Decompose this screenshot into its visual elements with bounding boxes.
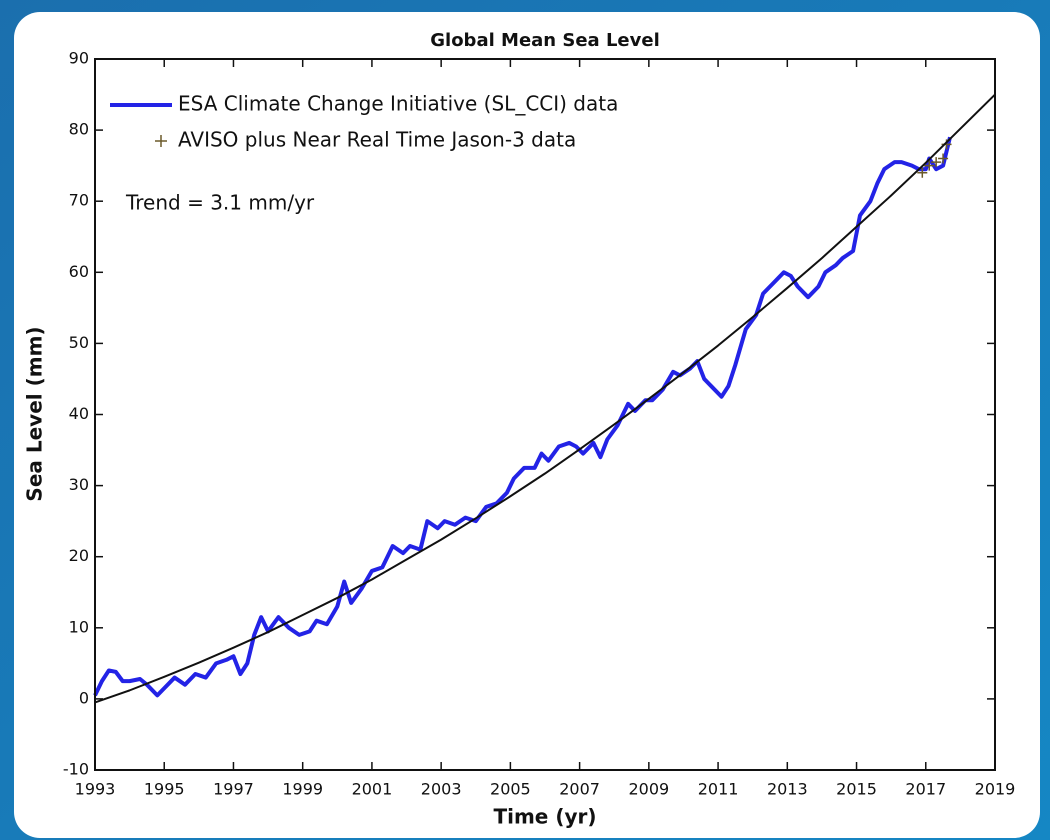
y-axis-label: Sea Level (mm) [23,326,47,501]
chart-title: Global Mean Sea Level [430,30,660,51]
data-line [93,136,952,698]
x-tick-label: 1999 [282,780,323,799]
data-point [917,167,928,178]
y-tick-label: 10 [69,617,89,636]
y-tick-label: -10 [63,760,89,779]
trend-line [94,93,996,704]
x-axis-label: Time (yr) [493,805,596,829]
y-tick-label: 50 [69,333,89,352]
x-tick-label: 2019 [975,780,1016,799]
y-tick-label: 60 [69,262,89,281]
y-tick-label: 0 [79,688,89,707]
x-tick-label: 1995 [144,780,185,799]
x-tick-label: 2005 [490,780,531,799]
y-tick-label: 30 [69,475,89,494]
x-tick-label: 2003 [421,780,462,799]
annotation: Trend = 3.1 mm/yr [125,191,315,215]
plot-frame [94,58,996,771]
y-tick-label: 70 [69,191,89,210]
y-tick-label: 20 [69,546,89,565]
x-tick-label: 1993 [75,780,116,799]
legend-label: AVISO plus Near Real Time Jason-3 data [178,128,576,152]
data-point [924,160,935,171]
legend-label: ESA Climate Change Initiative (SL_CCI) d… [178,92,618,116]
y-tick-label: 90 [69,49,89,68]
x-tick-label: 1997 [213,780,254,799]
x-tick-label: 2013 [767,780,808,799]
data-point [938,153,949,164]
x-tick-label: 2017 [905,780,946,799]
legend-swatch [155,135,167,147]
x-tick-label: 2009 [628,780,669,799]
y-tick-label: 80 [69,120,89,139]
x-tick-label: 2011 [698,780,739,799]
data-point [931,157,942,168]
x-tick-label: 2001 [352,780,393,799]
x-tick-label: 2015 [836,780,877,799]
x-tick-label: 2007 [559,780,600,799]
y-tick-label: 40 [69,404,89,423]
